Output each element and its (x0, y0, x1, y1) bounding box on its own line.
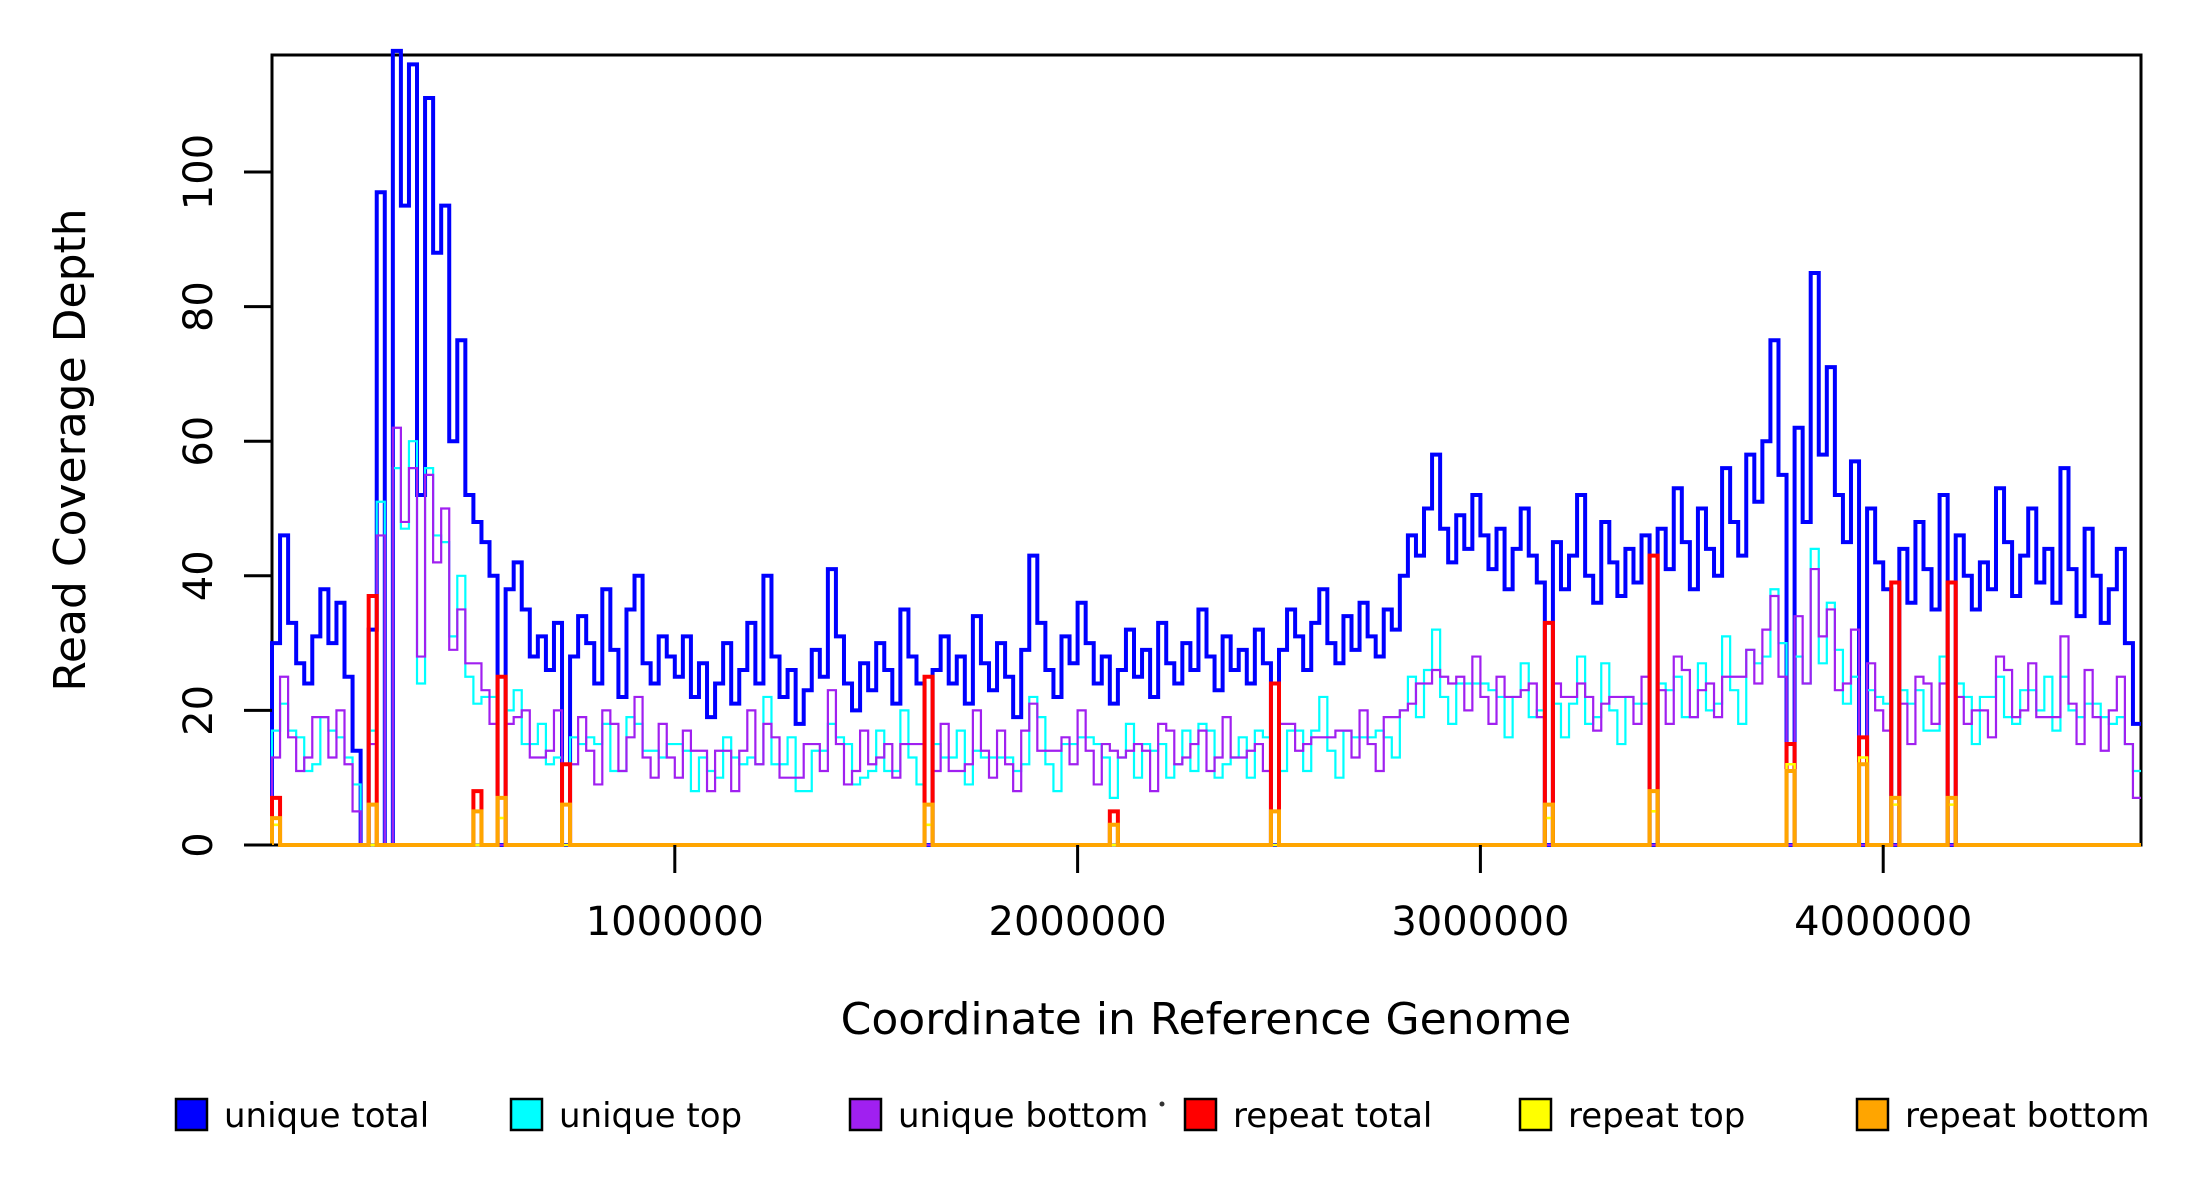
legend-item-unique-total: unique total (174, 1096, 429, 1136)
legend-label-repeat-top: repeat top (1568, 1096, 1745, 1136)
y-tick-label-100: 100 (176, 134, 222, 210)
series-layer (270, 48, 2141, 847)
legend-label-unique-top: unique top (559, 1096, 742, 1136)
y-tick-label-40: 40 (176, 550, 222, 601)
y-tick-label-60: 60 (176, 416, 222, 467)
legend-swatch-repeat-bottom (1855, 1097, 1890, 1132)
stray-mark (1159, 1101, 1165, 1107)
x-tick-label-4000000: 4000000 (1794, 899, 1972, 945)
y-tick-label-0: 0 (176, 832, 222, 857)
legend-label-repeat-total: repeat total (1233, 1096, 1432, 1136)
x-tick-label-2000000: 2000000 (989, 899, 1167, 945)
legend-swatch-repeat-top (1518, 1097, 1553, 1132)
series-repeat-bottom (270, 762, 2141, 847)
y-tick-label-80: 80 (176, 281, 222, 332)
legend-swatch-unique-top (509, 1097, 544, 1132)
legend-label-unique-bottom: unique bottom (898, 1096, 1148, 1136)
legend-swatch-unique-total (174, 1097, 209, 1132)
legend-label-repeat-bottom: repeat bottom (1905, 1096, 2150, 1136)
y-tick-label-20: 20 (176, 685, 222, 736)
y-axis-title: Read Coverage Depth (45, 208, 96, 691)
legend: unique total unique top unique bottom repea… (174, 1096, 2150, 1136)
legend-item-repeat-bottom: repeat bottom (1855, 1096, 2150, 1136)
legend-swatch-unique-bottom (848, 1097, 883, 1132)
legend-label-unique-total: unique total (224, 1096, 429, 1136)
legend-item-unique-top: unique top (509, 1096, 742, 1136)
legend-item-repeat-top: repeat top (1518, 1096, 1745, 1136)
x-tick-label-3000000: 3000000 (1391, 899, 1569, 945)
legend-swatch-repeat-total (1183, 1097, 1218, 1132)
series-unique-total (270, 48, 2141, 847)
legend-item-unique-bottom: unique bottom (848, 1096, 1148, 1136)
series-unique-bottom (270, 426, 2141, 847)
legend-item-repeat-total: repeat total (1183, 1096, 1432, 1136)
axis-layer: 0 20 40 60 80 100 1000000 2000000 3000000 4000000 (176, 134, 1972, 945)
x-tick-label-1000000: 1000000 (586, 899, 764, 945)
x-axis-title: Coordinate in Reference Genome (841, 994, 1572, 1045)
series-unique-top (270, 440, 2141, 847)
